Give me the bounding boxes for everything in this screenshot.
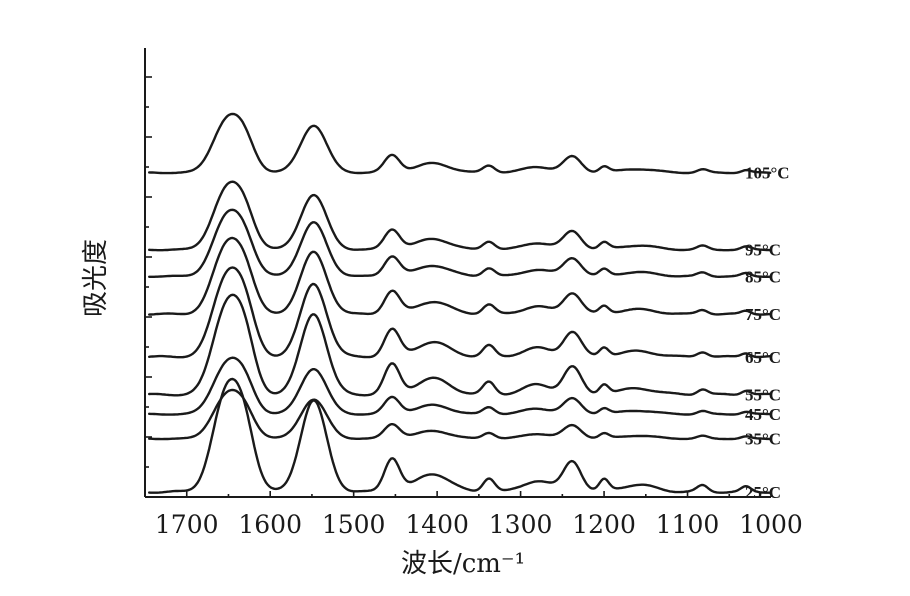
series-line-25c [148,377,772,494]
series-label: 75°C [745,305,781,324]
axes [144,48,771,498]
x-axis-title: 波长/cm⁻¹ [401,549,525,579]
x-tick-label: 1000 [739,510,803,539]
series-labels: 25°C 35°C 45°C55°C 65°C 75°C 85°C 95°C 105°C [745,164,790,502]
series-line-105c [148,112,772,175]
series-label: 45°C [745,405,781,424]
series-label: 85°C [745,267,781,286]
series-line-85c [148,208,772,278]
x-ticks: 1700 1600 1500 1400 1300 1200 1100 1000 [144,491,803,539]
series-label: 25°C [745,483,781,502]
series-line-45c [148,356,772,416]
series-label: 105°C [745,164,790,183]
x-tick-label: 1100 [656,510,720,539]
x-tick-label: 1500 [322,510,386,539]
y-ticks [145,76,152,498]
series-label: 55°C [745,386,781,405]
series-lines [148,112,772,494]
series-label: 95°C [745,241,781,260]
x-tick-label: 1300 [489,510,553,539]
series-line-95c [148,180,772,252]
x-tick-label: 1700 [155,510,219,539]
series-label: 65°C [745,348,781,367]
series-line-65c [148,266,772,359]
x-tick-label: 1200 [572,510,636,539]
x-tick-label: 1600 [238,510,302,539]
x-tick-label: 1400 [405,510,469,539]
series-line-75c [148,236,772,316]
series-label: 35°C [745,430,781,449]
y-axis-title: 吸光度 [81,239,111,317]
series-line-35c [148,388,772,441]
series-line-55c [148,293,772,397]
